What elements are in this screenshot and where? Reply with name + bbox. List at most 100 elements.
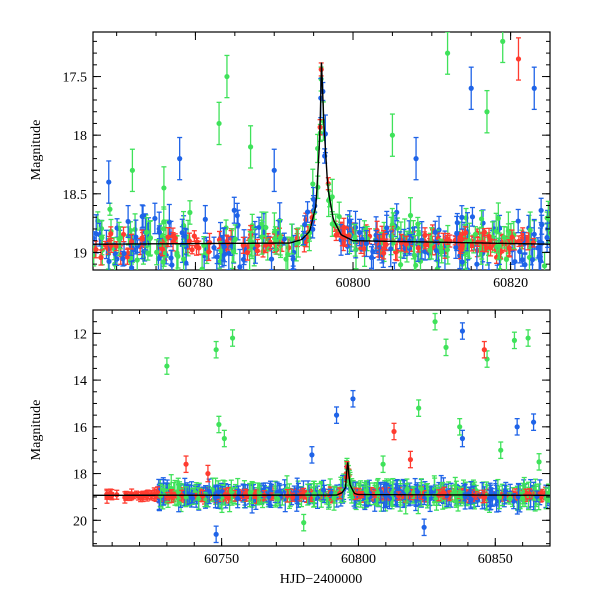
data-point-outlier [213,525,219,544]
data-point-green-points [496,485,503,510]
data-point-outlier [484,350,490,368]
data-point-green-points [277,219,283,256]
data-point-red-points [159,241,165,257]
data-point-green-points [527,211,533,250]
data-point-blue-points [388,230,394,268]
data-point-red-points [486,227,492,245]
data-point-green-points [117,226,123,250]
data-point-outlier [457,418,463,436]
top-panel-model-curve [93,62,550,245]
data-point-red-points [403,235,409,253]
data-point-red-points [107,488,114,498]
data-point-blue-points [237,248,243,270]
data-point-green-points [144,217,150,248]
data-point-outlier [498,441,504,460]
y-tick-label: 18 [73,129,87,144]
data-point-blue-points [537,242,544,270]
data-point-outlier [514,418,520,436]
x-tick-label: 60750 [204,552,239,567]
data-point-outlier [380,455,386,474]
data-point-green-points [306,224,313,242]
data-point-blue-points [432,220,438,244]
data-point-green-points [363,480,370,502]
data-point-outlier [333,406,340,424]
data-point-red-points [516,235,522,248]
data-point-outlier [213,340,219,359]
data-point-red-points [189,244,195,255]
data-point-outlier [530,413,537,431]
data-point-outlier [421,518,427,537]
top-panel: 60780 60800 60820 17.5 18 18.5 19 Magnitude [29,31,551,291]
data-point-blue-points [212,486,219,509]
data-point-green-points [295,227,301,258]
data-point-outlier [443,338,449,357]
data-point-red-points [108,226,114,242]
data-point-green-points [196,487,202,510]
data-point-excursion [177,136,183,181]
bottom-panel-frame [92,309,551,547]
data-point-green-points [232,224,238,255]
data-point-green-points [415,216,421,232]
data-point-blue-points [468,489,474,510]
data-point-excursion [515,37,522,81]
data-point-green-points [247,230,253,251]
data-point-outlier [183,455,189,474]
data-point-outlier [459,429,466,448]
data-point-excursion [271,148,277,193]
data-point-green-points [175,483,182,501]
data-point-green-points [147,220,154,256]
data-point-green-points [247,483,253,503]
data-point-outlier [536,453,542,471]
data-point-blue-points [310,219,316,239]
data-point-excursion [224,54,230,99]
data-point-blue-points [129,260,135,270]
y-tick-label: 19 [73,246,87,261]
data-point-red-points [487,238,494,257]
data-point-blue-points [168,249,174,266]
data-point-excursion [106,160,112,204]
data-point-outlier [350,389,356,408]
data-point-green-points [501,225,507,249]
data-point-blue-points [503,481,509,502]
data-point-outlier [205,464,211,483]
top-panel-ticks: 60780 60800 60820 17.5 18 18.5 19 [63,32,551,291]
data-point-blue-points [291,234,297,270]
data-point-excursion [468,66,474,111]
data-point-blue-points [394,203,400,222]
data-point-green-points [310,168,316,200]
data-point-blue-points [302,215,308,234]
data-point-blue-points [535,237,541,259]
data-point-blue-points [469,206,476,227]
data-point-red-points [125,247,131,260]
data-point-blue-points [215,485,222,499]
data-point-red-points [186,232,193,250]
data-point-blue-points [125,204,131,238]
data-point-excursion [216,101,222,146]
data-point-outlier [416,399,422,417]
data-point-blue-points [391,262,397,270]
data-point-blue-points [234,202,240,229]
data-point-green-points [99,219,105,256]
data-point-blue-points [363,229,370,258]
x-tick-label: 60850 [478,552,513,567]
data-point-red-points [481,491,488,504]
bottom-panel-xlabel: HJD−2400000 [280,572,363,587]
data-point-outlier [309,446,315,464]
data-point-green-points [496,232,502,260]
data-point-blue-points [320,479,327,501]
data-point-blue-points [515,208,521,234]
data-point-green-points [187,200,193,225]
data-point-excursion [247,125,254,169]
data-point-blue-points [454,215,460,252]
x-tick-label: 60800 [341,552,376,567]
data-point-blue-points [488,487,494,511]
data-point-green-points [495,202,501,235]
data-point-blue-points [459,205,465,230]
bottom-panel-ylabel: Magnitude [29,400,44,461]
data-point-blue-points [486,262,492,270]
data-point-red-points [128,233,135,250]
data-point-blue-points [235,488,241,509]
data-point-outlier [459,322,466,340]
data-point-excursion [161,166,167,210]
